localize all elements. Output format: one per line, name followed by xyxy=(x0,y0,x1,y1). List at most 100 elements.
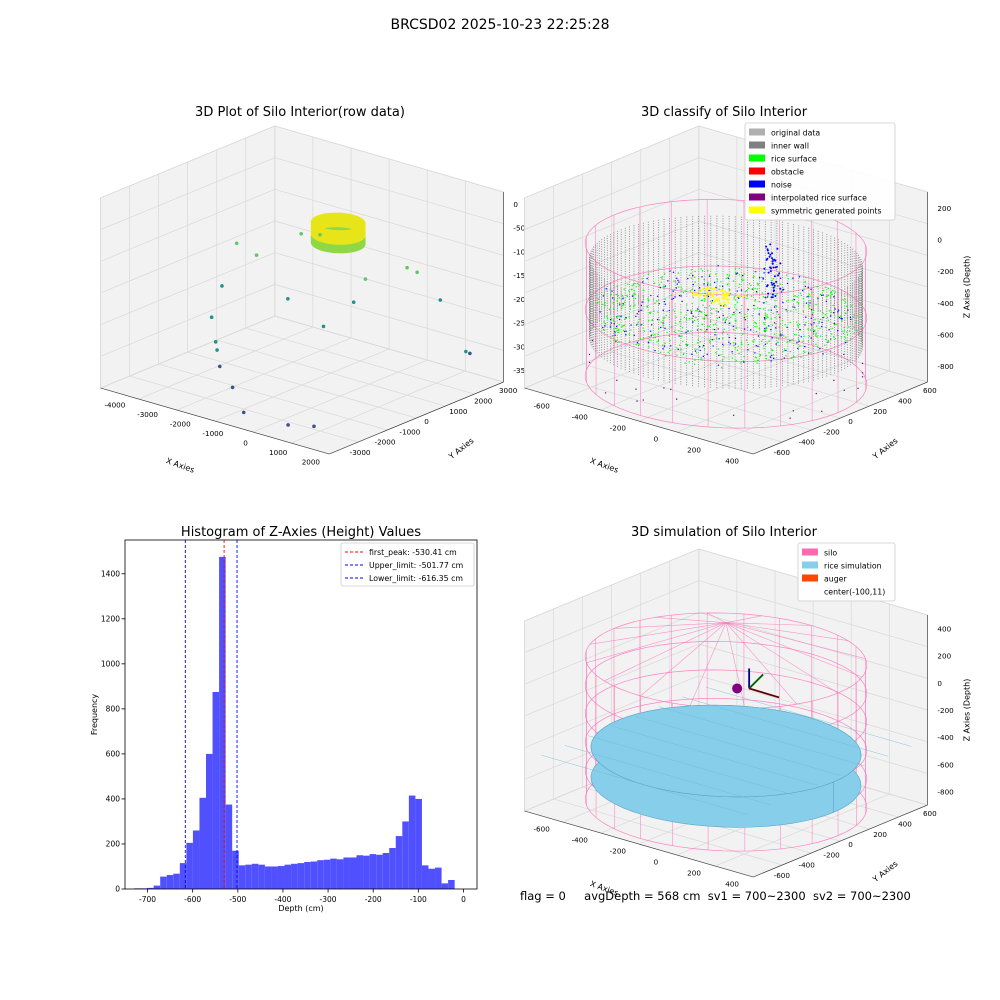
surface-point xyxy=(721,285,724,288)
surface-point xyxy=(796,342,798,344)
legend-swatch xyxy=(749,128,765,136)
surface-point xyxy=(675,331,677,334)
surface-point xyxy=(768,352,770,354)
surface-point xyxy=(636,282,639,285)
surface-point xyxy=(786,300,788,302)
surface-point xyxy=(754,298,757,301)
surface-point xyxy=(787,278,789,280)
surface-point xyxy=(796,296,798,298)
surface-point xyxy=(755,330,758,333)
histogram-bar xyxy=(336,859,344,889)
surface-point xyxy=(746,294,748,297)
surface-point xyxy=(780,283,782,285)
z-tick-label: 0 xyxy=(937,235,942,244)
surface-point xyxy=(631,295,634,297)
surface-point xyxy=(807,304,810,306)
data-point xyxy=(405,265,409,270)
surface-point xyxy=(670,349,672,352)
surface-point xyxy=(754,308,756,310)
interpolated-point xyxy=(821,410,823,412)
surface-point xyxy=(776,268,778,271)
surface-point xyxy=(846,317,849,319)
data-point xyxy=(234,241,239,246)
y-axis-line xyxy=(753,381,928,455)
surface-point xyxy=(757,359,760,361)
x-tick-label: 0 xyxy=(243,438,248,447)
surface-point xyxy=(685,318,688,320)
interpolated-point xyxy=(733,311,735,314)
surface-point xyxy=(765,317,767,319)
surface-point xyxy=(804,345,806,348)
surface-point xyxy=(713,308,715,310)
interpolated-point xyxy=(732,414,735,417)
surface-point xyxy=(641,301,643,303)
y-tick-label: 200 xyxy=(873,407,887,416)
surface-point xyxy=(663,345,666,347)
surface-point xyxy=(626,295,629,298)
histogram-bar xyxy=(153,885,161,889)
surface-point xyxy=(714,323,717,325)
surface-point xyxy=(676,347,678,349)
surface-point xyxy=(843,336,846,338)
surface-point xyxy=(613,298,615,300)
histogram-bar xyxy=(304,861,311,889)
surface-point xyxy=(690,269,693,271)
surface-point xyxy=(774,316,776,319)
surface-point xyxy=(752,288,754,290)
surface-point xyxy=(722,314,724,317)
surface-point xyxy=(738,352,740,355)
surface-point xyxy=(642,298,645,301)
surface-point xyxy=(844,298,846,300)
surface-point xyxy=(757,345,759,348)
surface-point xyxy=(618,324,620,326)
surface-point xyxy=(702,346,704,348)
surface-point xyxy=(669,339,671,342)
surface-point xyxy=(617,315,620,317)
surface-point xyxy=(724,319,727,322)
surface-point xyxy=(827,287,830,290)
surface-point xyxy=(696,310,698,312)
surface-point xyxy=(796,324,799,326)
y-tick-label: 1200 xyxy=(101,614,120,623)
surface-point xyxy=(802,340,804,342)
grid-line xyxy=(100,157,275,230)
surface-point xyxy=(811,327,813,330)
surface-point xyxy=(706,294,708,297)
surface-point xyxy=(778,313,780,316)
surface-point xyxy=(834,291,837,293)
grid-line xyxy=(274,125,504,193)
interpolated-point xyxy=(830,338,832,340)
surface-point xyxy=(786,282,789,285)
status-footer: flag = 0 avgDepth = 568 cm sv1 = 700~230… xyxy=(520,889,911,903)
surface-point xyxy=(715,352,717,354)
surface-point xyxy=(713,328,716,331)
surface-point xyxy=(694,350,697,352)
legend-box xyxy=(797,542,896,602)
surface-point xyxy=(797,302,800,304)
y-tick-label: -600 xyxy=(774,448,791,457)
flag-text: flag = 0 xyxy=(520,889,566,903)
surface-point xyxy=(728,274,730,277)
surface-point xyxy=(662,326,664,328)
surface-point xyxy=(765,297,768,299)
surface-point xyxy=(850,318,852,321)
surface-point xyxy=(708,325,710,327)
surface-point xyxy=(620,315,622,318)
histogram-bar xyxy=(415,798,422,889)
surface-point xyxy=(855,321,857,324)
symmetric-point xyxy=(709,296,712,299)
surface-point xyxy=(635,286,637,288)
surface-point xyxy=(700,329,703,331)
surface-point xyxy=(723,317,726,319)
surface-point xyxy=(746,326,749,328)
surface-point xyxy=(831,327,833,330)
surface-point xyxy=(832,336,835,338)
surface-point xyxy=(634,282,636,285)
surface-point xyxy=(809,305,811,307)
surface-point xyxy=(715,286,717,289)
surface-point xyxy=(682,340,684,343)
surface-point xyxy=(763,347,765,350)
surface-point xyxy=(841,318,843,320)
surface-point xyxy=(614,339,617,342)
rice-mesh-line xyxy=(588,735,795,796)
